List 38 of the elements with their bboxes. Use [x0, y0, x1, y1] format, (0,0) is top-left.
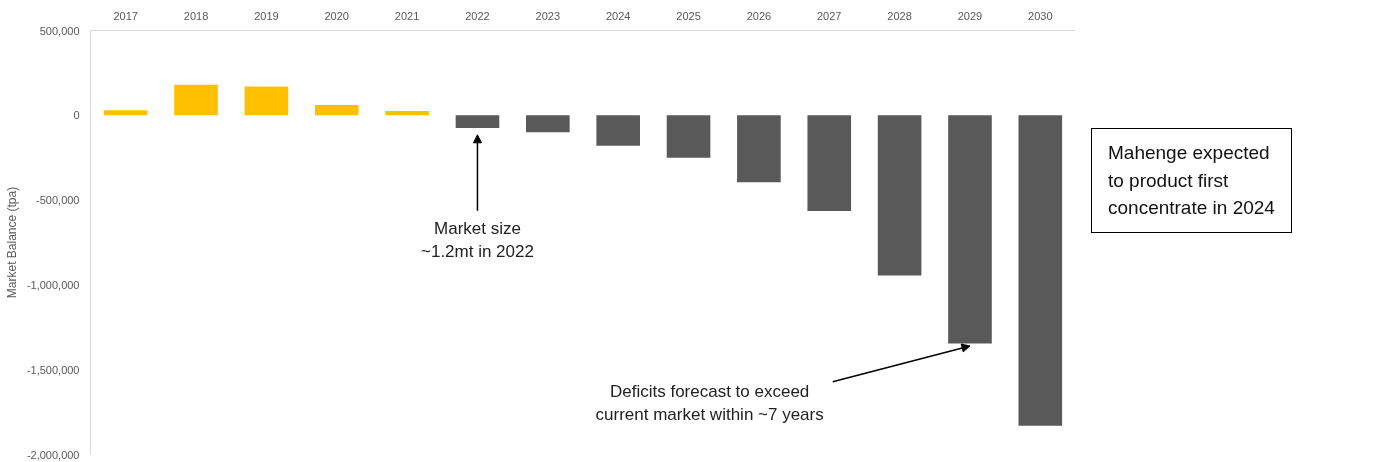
y-tick-label: -1,000,000 — [26, 278, 80, 291]
bar — [314, 105, 359, 116]
x-tick-label: 2018 — [183, 9, 209, 22]
x-tick-label: 2020 — [324, 9, 349, 22]
x-tick-label: 2025 — [676, 9, 701, 22]
x-tick-label: 2030 — [1028, 9, 1053, 22]
x-tick-label: 2017 — [113, 9, 138, 22]
bar — [455, 115, 500, 129]
text: Mahenge expected to product first concentrate in 2024 — [1091, 128, 1292, 233]
x-tick-label: 2023 — [535, 9, 561, 22]
x-tick-label: 2022 — [465, 9, 490, 22]
y-tick-label: -500,000 — [36, 194, 80, 207]
y-tick-label: 500,000 — [39, 24, 80, 37]
y-axis-title: Market Balance (tpa) — [4, 186, 19, 299]
bar — [807, 115, 852, 212]
y-tick-label: 0 — [73, 109, 80, 122]
x-tick-label: 2024 — [605, 9, 631, 22]
bar — [948, 115, 992, 344]
x-tick-label: 2021 — [394, 9, 420, 22]
bar — [666, 115, 711, 158]
bar — [103, 110, 148, 116]
bar — [174, 84, 218, 116]
y-tick-label: -1,500,000 — [26, 363, 80, 376]
bar — [385, 111, 429, 116]
x-tick-label: 2027 — [817, 9, 842, 22]
bar — [737, 115, 781, 183]
x-tick-label: 2026 — [746, 9, 772, 22]
x-tick-label: 2019 — [254, 9, 279, 22]
bar — [877, 115, 922, 276]
annotation: Deficits forecast to exceed current market within ~7 years — [595, 381, 824, 424]
annotation: Market size ~1.2mt in 2022 — [420, 218, 534, 261]
bar — [1018, 115, 1063, 426]
bar — [526, 115, 570, 133]
y-tick-label: -2,000,000 — [26, 448, 80, 461]
bar — [596, 115, 640, 146]
x-tick-label: 2029 — [957, 9, 983, 22]
x-tick-label: 2028 — [887, 9, 912, 22]
bar — [244, 86, 289, 116]
